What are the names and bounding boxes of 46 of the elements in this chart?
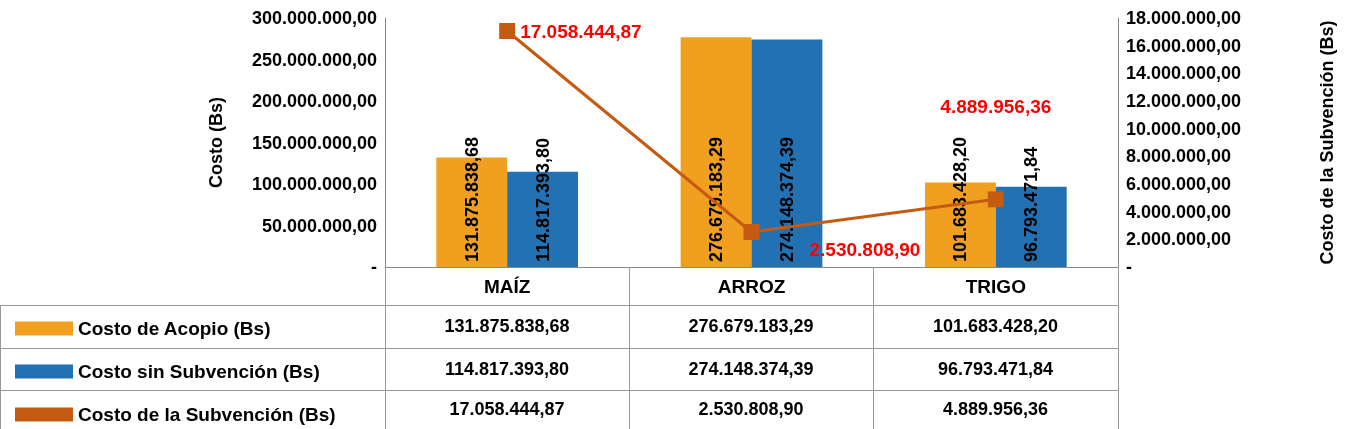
y2-tick-label: 2.000.000,00 — [1126, 229, 1232, 250]
y-tick-label: 300.000.000,00 — [251, 8, 377, 28]
y2-tick-label: 4.000.000,00 — [1126, 201, 1232, 222]
y2-tick-label: 8.000.000,00 — [1126, 146, 1232, 167]
text: 96.793.471,84 — [1021, 146, 1042, 262]
y-axis-title: Costo (Bs) — [206, 97, 226, 188]
point — [499, 23, 516, 40]
text: 4.889.956,36 — [940, 96, 1052, 118]
legend-label: Costo sin Subvención (Bs) — [78, 361, 320, 382]
y-tick-label: - — [371, 257, 377, 277]
y-tick-label: 200.000.000,00 — [251, 91, 377, 111]
data-label: 4.889.956,36 — [941, 398, 1050, 421]
data-label: 2.530.808,90 — [697, 398, 805, 421]
y2-axis-title: Costo de la Subvención (Bs) — [1317, 20, 1337, 265]
x-tick-label: MAÍZ — [483, 276, 531, 297]
y2-tick-label: - — [1126, 257, 1132, 277]
y2-tick-label: 6.000.000,00 — [1126, 174, 1232, 194]
data-label: 96.793.471,84 — [936, 357, 1055, 381]
y2-tick-label: 10.000.000,00 — [1126, 118, 1242, 139]
text: 101.683.428,20 — [950, 136, 971, 262]
data-label: 131.875.838,68 — [443, 315, 571, 338]
text: 114.817.393,80 — [532, 137, 553, 262]
data-label: 101.683.428,20 — [931, 315, 1060, 338]
text: 17.058.444,87 — [520, 20, 642, 42]
y2-tick-label: 16.000.000,00 — [1126, 35, 1242, 56]
y-tick-label: 50.000.000,00 — [261, 215, 377, 236]
y-tick-label: 250.000.000,00 — [251, 49, 377, 70]
y-tick-label: 100.000.000,00 — [251, 174, 377, 194]
data-label: 274.148.374,39 — [687, 357, 815, 381]
bar — [680, 37, 752, 267]
data-label: 114.817.393,80 — [443, 357, 571, 381]
x-tick-label: ARROZ — [717, 276, 786, 297]
data-label: 17.058.444,87 — [448, 398, 566, 421]
y-tick-label: 150.000.000,00 — [251, 132, 377, 153]
x-tick-label: TRIGO — [965, 276, 1026, 297]
y2-tick-label: 18.000.000,00 — [1126, 8, 1242, 28]
text: 276.679.183,29 — [706, 136, 727, 262]
y2-tick-label: 12.000.000,00 — [1126, 91, 1242, 111]
text: 131.875.838,68 — [461, 136, 482, 262]
point — [743, 223, 760, 240]
legend-label: Costo de Acopio (Bs) — [78, 318, 271, 339]
text: 274.148.374,39 — [776, 136, 797, 262]
data-label: 276.679.183,29 — [687, 315, 815, 338]
legend-label: Costo de la Subvención (Bs) — [78, 404, 336, 425]
y2-tick-label: 14.000.000,00 — [1126, 63, 1242, 84]
point — [987, 191, 1004, 208]
